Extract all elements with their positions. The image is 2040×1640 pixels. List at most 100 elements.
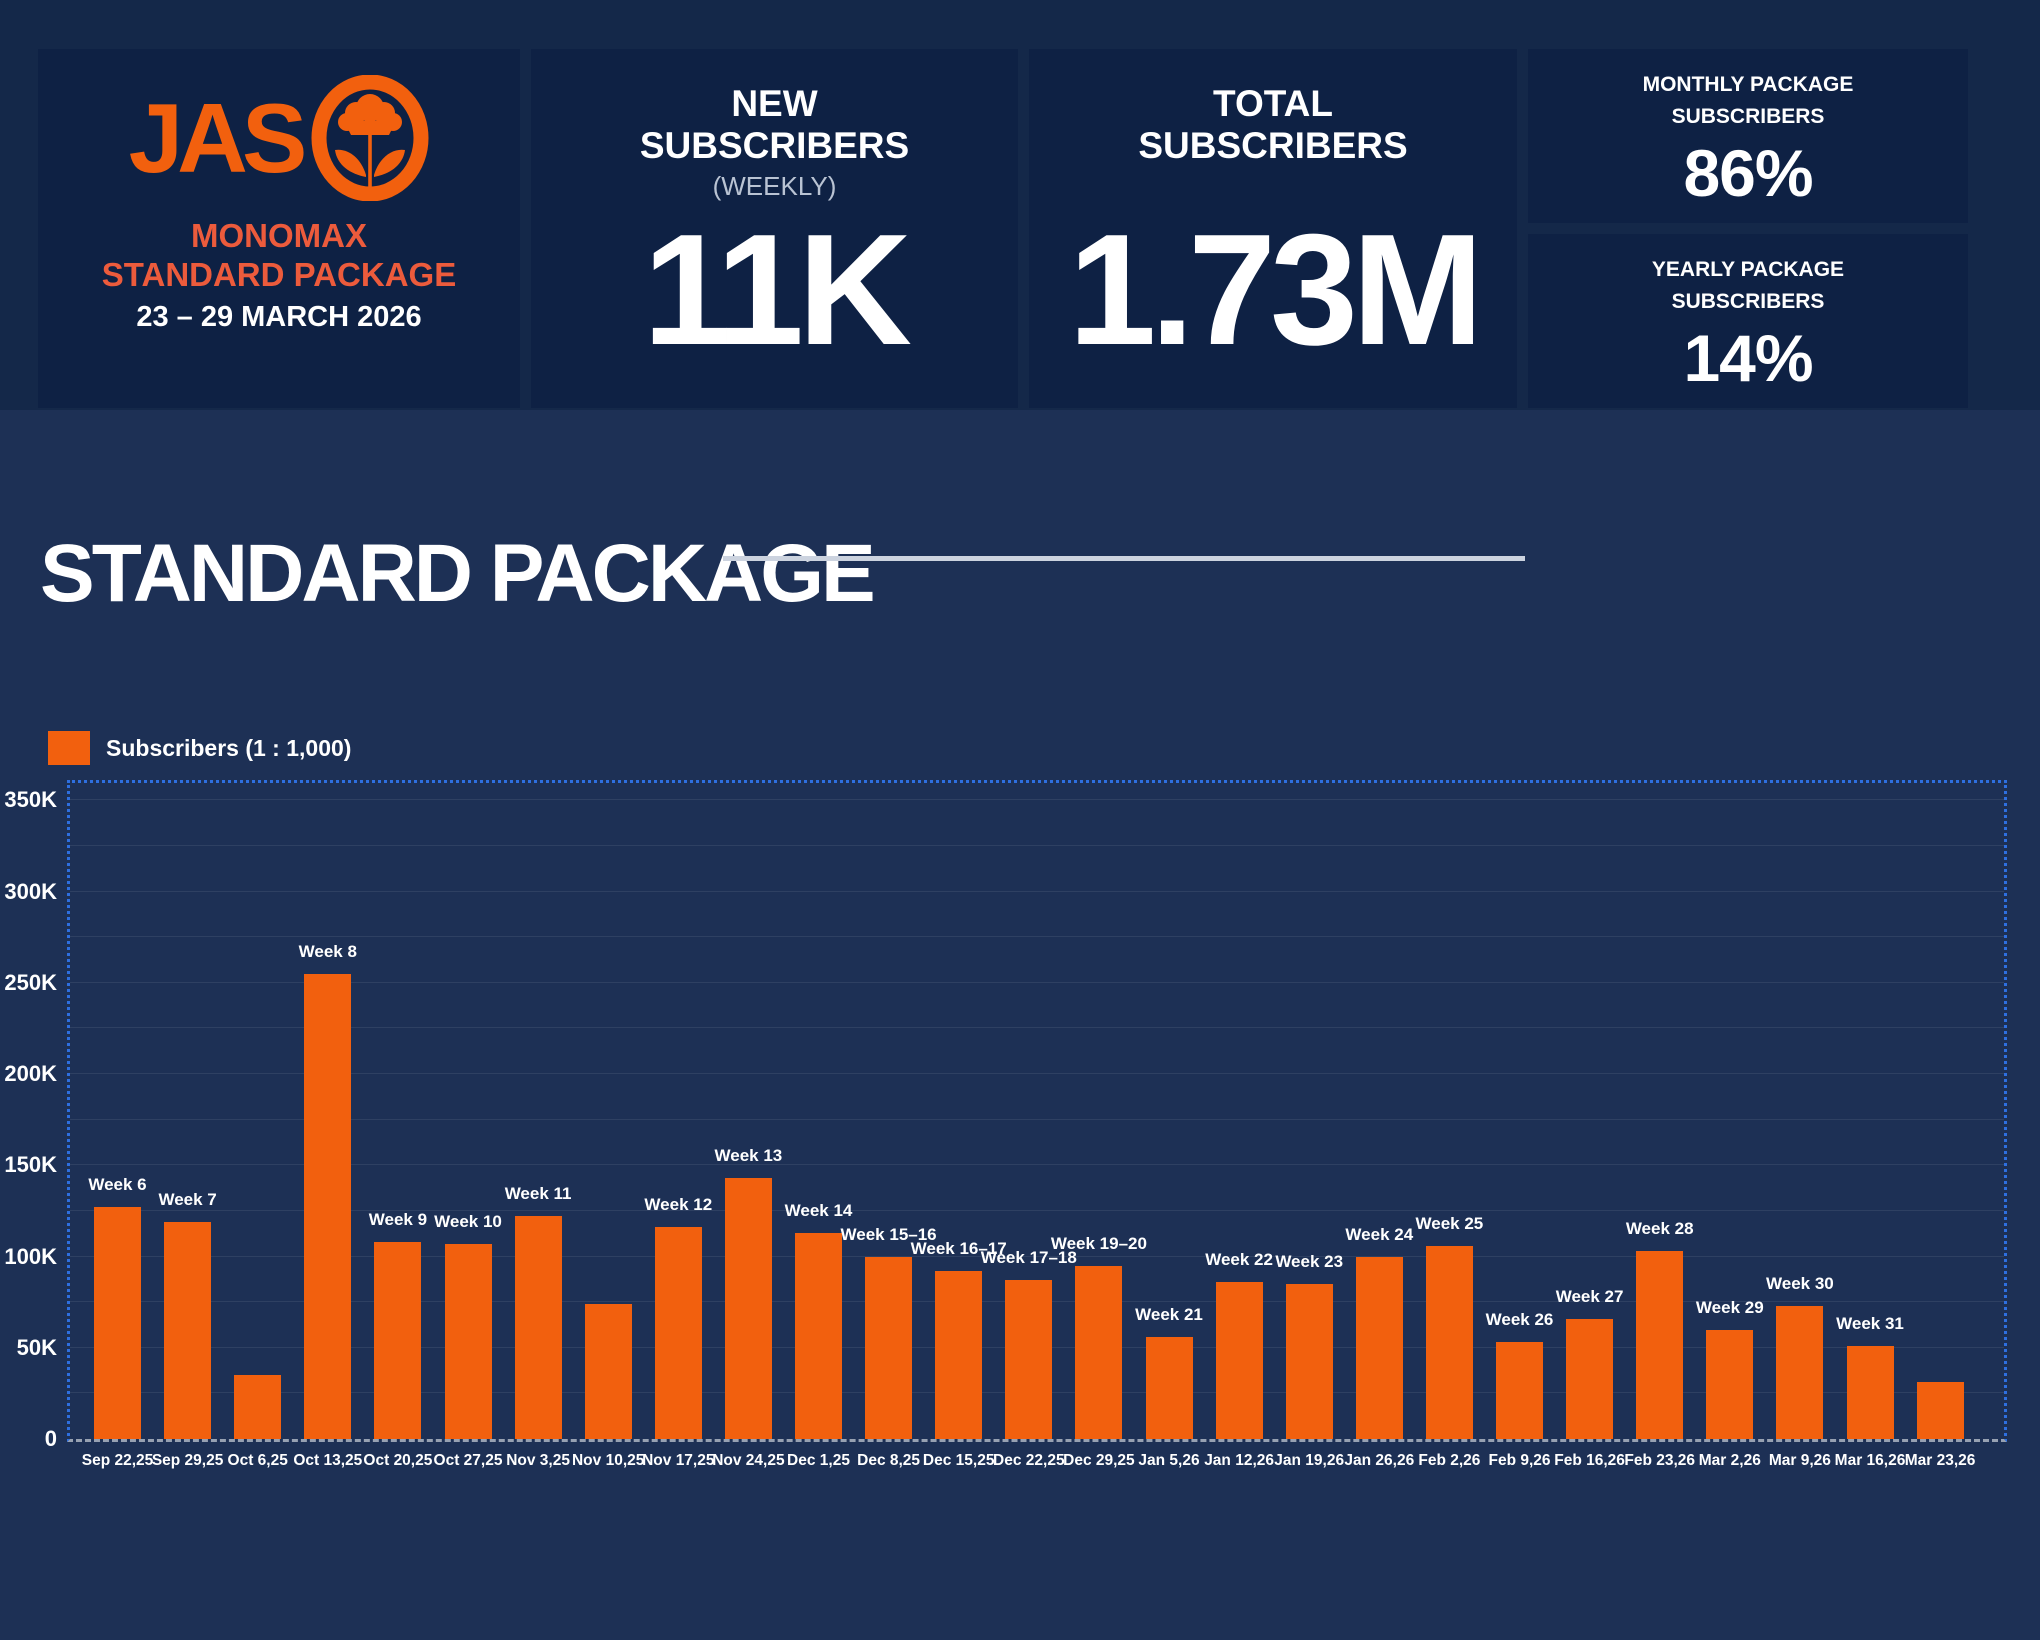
bar	[444, 1243, 492, 1439]
gridline	[70, 844, 2004, 846]
gridline	[70, 936, 2004, 938]
gridline	[70, 1118, 2004, 1120]
flower-icon	[311, 75, 429, 201]
gridline	[70, 890, 2004, 892]
bar	[374, 1241, 422, 1439]
bar	[724, 1178, 772, 1439]
yearly-package-value: 14%	[1683, 321, 1813, 395]
bar	[1566, 1318, 1614, 1439]
gridline	[70, 1027, 2004, 1029]
x-tick-label: Jan 5,26	[1138, 1452, 1200, 1469]
y-tick-label: 300K	[4, 878, 57, 904]
bar	[1846, 1345, 1894, 1439]
monthly-package-title: MONTHLY PACKAGE SUBSCRIBERS	[1642, 73, 1854, 128]
y-tick-label: 350K	[4, 787, 57, 813]
bar	[1145, 1336, 1193, 1439]
bar-label: Week 23	[1275, 1251, 1344, 1271]
x-tick-label: Jan 12,26	[1204, 1452, 1274, 1469]
monthly-package-value: 86%	[1683, 136, 1813, 210]
bar-label: Week 13	[714, 1146, 783, 1166]
x-tick-label: Feb 2,26	[1418, 1452, 1481, 1469]
x-tick-label: Sep 22,25	[81, 1452, 154, 1469]
x-tick-label: Oct 13,25	[293, 1452, 363, 1469]
chart-legend: Subscribers (1 : 1,000)	[48, 731, 351, 765]
bar-label: Week 12	[644, 1195, 713, 1215]
brand-logo: JAS	[38, 75, 520, 201]
x-axis: Sep 22,25 Sep 29,25 Oct 6,25 Oct 13,25 Oct 2…	[70, 1452, 2010, 1482]
bar-label: Week 24	[1345, 1224, 1414, 1244]
bar	[1916, 1382, 1964, 1439]
bar-label: Week 31	[1836, 1313, 1904, 1333]
bar	[514, 1216, 562, 1439]
x-tick-label: Oct 27,25	[433, 1452, 503, 1469]
gridline	[70, 1073, 2004, 1075]
bar	[1706, 1329, 1754, 1439]
new-subscribers-title: NEW SUBSCRIBERS (WEEKLY)	[531, 83, 1018, 209]
bar-label: Week 17–18	[980, 1248, 1077, 1268]
y-tick-label: 250K	[4, 969, 57, 995]
x-tick-label: Jan 19,26	[1274, 1452, 1345, 1469]
bar-label: Week 21	[1135, 1304, 1203, 1324]
bar	[795, 1232, 842, 1439]
legend-swatch	[48, 731, 90, 765]
x-tick-label: Nov 3,25	[506, 1452, 570, 1469]
bar	[234, 1375, 282, 1439]
page-title: STANDARD PACKAGE	[40, 527, 876, 619]
gridline	[70, 1164, 2004, 1166]
total-subscribers-value: 1.73M	[1068, 202, 1483, 378]
bar	[1776, 1305, 1824, 1439]
bar	[1355, 1256, 1403, 1439]
bar-label: Week 16–17	[910, 1239, 1007, 1259]
gridline	[70, 799, 2004, 801]
bar-label: Week 14	[784, 1200, 853, 1220]
yearly-package-card: YEARLY PACKAGE SUBSCRIBERS 14%	[1528, 234, 1968, 408]
y-tick-label: 150K	[4, 1152, 57, 1178]
bar-label: Week 15–16	[840, 1224, 937, 1244]
x-tick-label: Mar 9,26	[1768, 1452, 1831, 1469]
brand-card: JAS MONOMAX STANDARD PACKAGE 23 – 29 MAR…	[38, 49, 520, 408]
bar	[935, 1271, 983, 1439]
plot-area: Week 6 Week 7 Week 8 Week 9 Week 10 Week 11 We…	[67, 780, 2007, 1442]
report-date-range: 23 – 29 MARCH 2026	[136, 301, 422, 333]
x-tick-label: Dec 29,25	[1063, 1452, 1135, 1469]
bar	[164, 1221, 212, 1439]
x-tick-label: Dec 1,25	[787, 1452, 850, 1469]
x-tick-label: Mar 2,26	[1698, 1452, 1761, 1469]
bar	[1425, 1245, 1473, 1439]
bar	[1285, 1283, 1333, 1439]
bar-label: Week 28	[1625, 1219, 1694, 1239]
bar-label: Week 27	[1555, 1286, 1624, 1306]
gridline	[70, 981, 2004, 983]
x-tick-label: Dec 8,25	[857, 1452, 921, 1469]
bar-label: Week 19–20	[1050, 1233, 1147, 1253]
yearly-package-title: YEARLY PACKAGE SUBSCRIBERS	[1651, 258, 1845, 313]
y-tick-label: 0	[44, 1426, 57, 1451]
x-tick-label: Mar 23,26	[1904, 1452, 1976, 1469]
x-tick-label: Sep 29,25	[151, 1452, 224, 1469]
brand-package: STANDARD PACKAGE	[101, 256, 457, 293]
bar-label: Week 22	[1205, 1250, 1273, 1270]
x-tick-label: Mar 16,26	[1834, 1452, 1906, 1469]
bar-label: Week 11	[504, 1184, 572, 1204]
plot-inner: Week 6 Week 7 Week 8 Week 9 Week 10 Week 11 We…	[70, 783, 2004, 1439]
bar-label: Week 8	[298, 941, 357, 961]
y-tick-label: 100K	[4, 1243, 57, 1269]
bar	[584, 1303, 632, 1439]
x-tick-label: Feb 16,26	[1554, 1452, 1625, 1469]
monthly-package-card: MONTHLY PACKAGE SUBSCRIBERS 86%	[1528, 49, 1968, 223]
brand-product: MONOMAX	[191, 217, 367, 254]
x-tick-label: Dec 15,25	[922, 1452, 995, 1469]
x-tick-label: Feb 9,26	[1488, 1452, 1551, 1469]
bar-label: Week 6	[88, 1175, 147, 1195]
bar	[1636, 1251, 1684, 1439]
bar	[1005, 1280, 1053, 1439]
x-tick-label: Oct 6,25	[227, 1452, 288, 1469]
bar-label: Week 26	[1485, 1310, 1554, 1330]
x-tick-label: Nov 17,25	[642, 1452, 715, 1469]
bar	[1075, 1265, 1123, 1439]
bar	[865, 1256, 913, 1439]
bar-label: Week 30	[1766, 1273, 1834, 1293]
total-subscribers-title: TOTAL SUBSCRIBERS	[1138, 83, 1408, 166]
bar	[304, 973, 352, 1439]
